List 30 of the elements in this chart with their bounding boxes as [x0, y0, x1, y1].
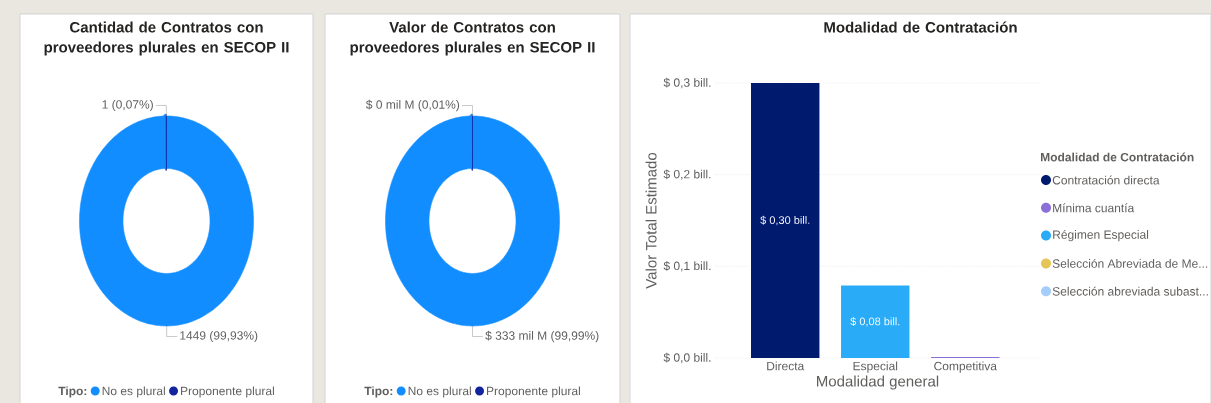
- legend-title: Modalidad de Contratación: [1041, 152, 1194, 162]
- y-tick-label: $ 0,3 bill.: [663, 77, 711, 89]
- chart-title: Valor de Contratos con proveedores plurales en SECOP II: [350, 21, 595, 56]
- legend-label: Mínima cuantía: [1053, 203, 1135, 213]
- legend-label: Contratación directa: [1052, 175, 1160, 185]
- data-label: $ 0 mil M (0,01%): [365, 99, 460, 112]
- data-label: 1449 (99,93%): [180, 330, 258, 343]
- data-label: $ 0,08 bill.: [850, 317, 900, 327]
- y-axis-title: Valor Total Estimado: [645, 152, 657, 289]
- data-label: $ 333 mil M (99,99%): [485, 330, 599, 343]
- data-label: 1 (0,07%): [102, 99, 153, 112]
- x-tick-label: Especial: [853, 361, 898, 373]
- data-label: $ 0,30 bill.: [760, 215, 810, 226]
- x-tick-label: Competitiva: [934, 361, 997, 373]
- chart-title: Cantidad de Contratos con proveedores plurales en SECOP II: [44, 21, 289, 56]
- legend-label: Proponente plural: [487, 386, 580, 398]
- legend-title: Tipo:: [364, 386, 393, 398]
- legend-label: Selección Abreviada de Me...: [1052, 258, 1208, 268]
- y-tick-label: $ 0,0 bill.: [663, 352, 711, 364]
- x-axis-title: Modalidad general: [817, 375, 939, 390]
- legend-label: Selección abreviada subast...: [1052, 286, 1208, 296]
- chart-title: Modalidad de Contratación: [824, 21, 1017, 33]
- y-tick-label: $ 0,2 bill.: [663, 169, 711, 180]
- y-tick-label: $ 0,1 bill.: [663, 261, 711, 272]
- legend-label: Régimen Especial: [1053, 229, 1149, 242]
- legend-label: Proponente plural: [181, 386, 274, 398]
- legend-label: No es plural: [102, 386, 165, 398]
- x-tick-label: Directa: [767, 361, 805, 371]
- legend-title: Tipo:: [58, 386, 87, 398]
- legend-label: No es plural: [408, 386, 471, 398]
